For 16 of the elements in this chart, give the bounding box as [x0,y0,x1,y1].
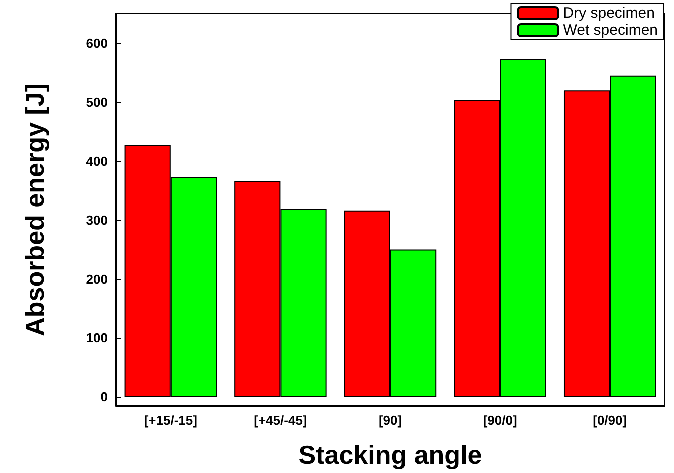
y-tick-label: 0 [100,390,108,405]
x-tick-label: [0/90] [593,413,628,428]
legend-label: Dry specimen [563,5,655,22]
x-tick-label: [+15/-15] [144,413,198,428]
y-tick-label: 500 [86,94,108,110]
y-tick-label: 400 [86,154,108,169]
y-tick-label: 600 [86,36,108,51]
x-tick-label: [+45/-45] [254,413,308,428]
y-tick-label: 100 [86,330,108,346]
x-axis-title: Stacking angle [298,440,482,470]
y-tick-label: 200 [86,272,108,287]
legend-label: Wet specimen [563,22,658,39]
y-axis-title: Absorbed energy [J] [20,84,50,336]
x-tick-label: [90/0] [483,413,518,428]
y-tick-label: 300 [86,212,108,228]
x-tick-label: [90] [378,413,402,428]
